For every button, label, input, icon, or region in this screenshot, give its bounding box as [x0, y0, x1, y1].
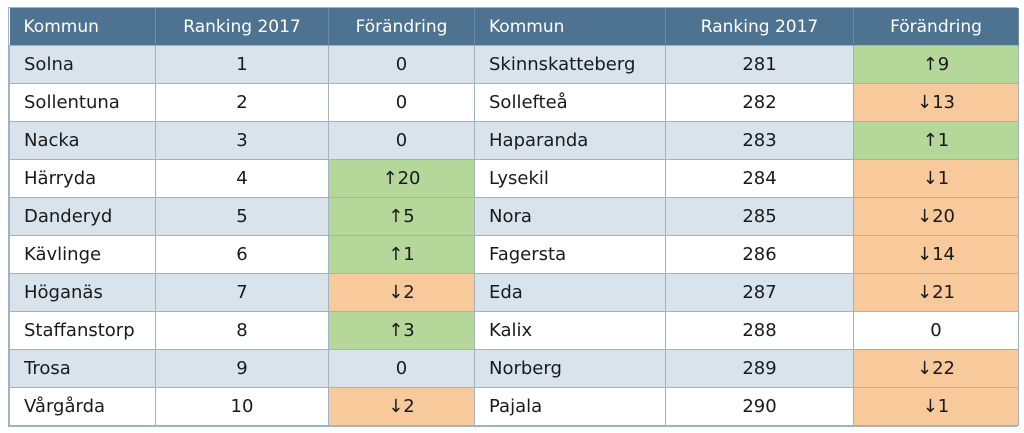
kommun-cell: Norberg — [474, 349, 666, 388]
ranking-cell: 3 — [155, 121, 329, 160]
header-ranking: Ranking 2017 — [155, 8, 329, 46]
header-ranking: Ranking 2017 — [665, 8, 854, 46]
kommun-cell: Nora — [474, 197, 666, 236]
change-cell: ↑20 — [328, 159, 475, 198]
table-row: Härryda 4 ↑20 Lysekil 284 ↓1 — [9, 159, 1019, 198]
change-cell: ↓14 — [853, 235, 1019, 274]
ranking-cell: 284 — [665, 159, 854, 198]
ranking-cell: 8 — [155, 311, 329, 350]
kommun-cell: Staffanstorp — [9, 311, 156, 350]
ranking-cell: 281 — [665, 45, 854, 84]
kommun-cell: Vårgårda — [9, 387, 156, 426]
change-cell: 0 — [328, 121, 475, 160]
change-cell: ↑3 — [328, 311, 475, 350]
kommun-cell: Solna — [9, 45, 156, 84]
ranking-cell: 290 — [665, 387, 854, 426]
table-row: Trosa 9 0 Norberg 289 ↓22 — [9, 349, 1019, 388]
kommun-cell: Eda — [474, 273, 666, 312]
change-cell: ↓1 — [853, 159, 1019, 198]
table-row: Sollentuna 2 0 Sollefteå 282 ↓13 — [9, 83, 1019, 122]
header-forandring: Förändring — [853, 8, 1019, 46]
ranking-cell: 287 — [665, 273, 854, 312]
ranking-cell: 4 — [155, 159, 329, 198]
table-row: Staffanstorp 8 ↑3 Kalix 288 0 — [9, 311, 1019, 350]
change-cell: ↑5 — [328, 197, 475, 236]
ranking-table-container: Kommun Ranking 2017 Förändring Kommun Ra… — [8, 7, 1019, 427]
change-cell: ↓21 — [853, 273, 1019, 312]
kommun-cell: Pajala — [474, 387, 666, 426]
kommun-cell: Danderyd — [9, 197, 156, 236]
change-cell: ↓2 — [328, 273, 475, 312]
table-row: Kävlinge 6 ↑1 Fagersta 286 ↓14 — [9, 235, 1019, 274]
table-row: Nacka 3 0 Haparanda 283 ↑1 — [9, 121, 1019, 160]
kommun-cell: Trosa — [9, 349, 156, 388]
ranking-cell: 288 — [665, 311, 854, 350]
kommun-cell: Kalix — [474, 311, 666, 350]
table-body: Solna 1 0 Skinnskatteberg 281 ↑9 Sollentuna 2 0 S… — [9, 45, 1019, 426]
kommun-cell: Skinnskatteberg — [474, 45, 666, 84]
kommun-cell: Sollentuna — [9, 83, 156, 122]
change-cell: ↓22 — [853, 349, 1019, 388]
kommun-cell: Sollefteå — [474, 83, 666, 122]
table-row: Vårgårda 10 ↓2 Pajala 290 ↓1 — [9, 387, 1019, 426]
ranking-cell: 2 — [155, 83, 329, 122]
change-cell: ↓1 — [853, 387, 1019, 426]
header-forandring: Förändring — [328, 8, 475, 46]
ranking-cell: 286 — [665, 235, 854, 274]
table-row: Höganäs 7 ↓2 Eda 287 ↓21 — [9, 273, 1019, 312]
ranking-cell: 289 — [665, 349, 854, 388]
table-row: Danderyd 5 ↑5 Nora 285 ↓20 — [9, 197, 1019, 236]
change-cell: ↓2 — [328, 387, 475, 426]
ranking-cell: 285 — [665, 197, 854, 236]
header-row: Kommun Ranking 2017 Förändring Kommun Ra… — [9, 8, 1019, 46]
kommun-cell: Lysekil — [474, 159, 666, 198]
table-row: Solna 1 0 Skinnskatteberg 281 ↑9 — [9, 45, 1019, 84]
change-cell: 0 — [853, 311, 1019, 350]
ranking-cell: 9 — [155, 349, 329, 388]
header-kommun: Kommun — [474, 8, 666, 46]
ranking-cell: 5 — [155, 197, 329, 236]
kommun-cell: Höganäs — [9, 273, 156, 312]
ranking-cell: 6 — [155, 235, 329, 274]
ranking-table: Kommun Ranking 2017 Förändring Kommun Ra… — [9, 8, 1019, 426]
ranking-cell: 1 — [155, 45, 329, 84]
change-cell: ↑1 — [328, 235, 475, 274]
change-cell: ↓13 — [853, 83, 1019, 122]
change-cell: ↑1 — [853, 121, 1019, 160]
change-cell: 0 — [328, 349, 475, 388]
kommun-cell: Kävlinge — [9, 235, 156, 274]
change-cell: ↓20 — [853, 197, 1019, 236]
kommun-cell: Härryda — [9, 159, 156, 198]
ranking-cell: 7 — [155, 273, 329, 312]
kommun-cell: Fagersta — [474, 235, 666, 274]
ranking-cell: 282 — [665, 83, 854, 122]
change-cell: 0 — [328, 45, 475, 84]
ranking-cell: 10 — [155, 387, 329, 426]
change-cell: ↑9 — [853, 45, 1019, 84]
header-kommun: Kommun — [9, 8, 156, 46]
kommun-cell: Haparanda — [474, 121, 666, 160]
ranking-cell: 283 — [665, 121, 854, 160]
kommun-cell: Nacka — [9, 121, 156, 160]
change-cell: 0 — [328, 83, 475, 122]
